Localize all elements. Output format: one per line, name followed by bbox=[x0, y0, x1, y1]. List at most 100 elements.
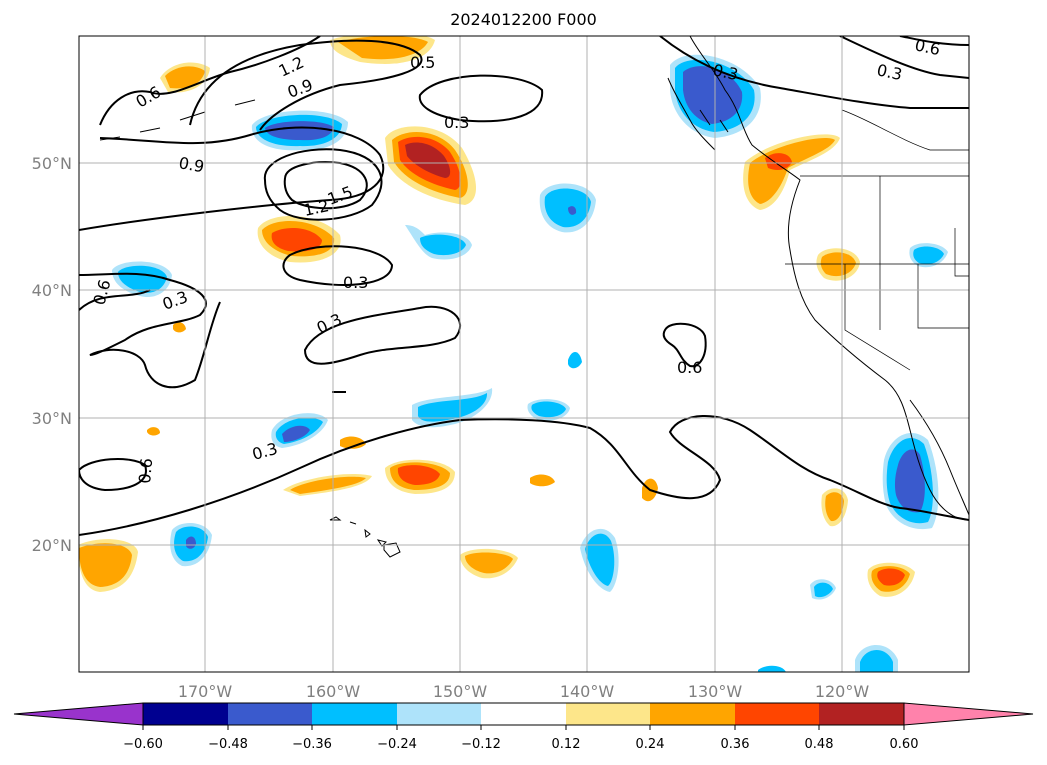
state-border bbox=[785, 176, 969, 371]
colorbar-label: −0.48 bbox=[208, 737, 248, 752]
negative-area bbox=[758, 665, 786, 672]
latitude-axis: 50°N 40°N 30°N 20°N bbox=[32, 154, 72, 555]
negative-area bbox=[814, 582, 833, 598]
contour-label: 0.6 bbox=[677, 358, 702, 377]
colorbar-bin bbox=[143, 703, 228, 725]
negative-area bbox=[585, 533, 615, 586]
contour-label: 0.3 bbox=[444, 113, 469, 132]
negative-area bbox=[186, 536, 196, 549]
positive-area bbox=[748, 137, 835, 204]
positive-area bbox=[79, 543, 132, 587]
alaska-panhandle-islands bbox=[667, 77, 729, 151]
negative-area bbox=[418, 393, 488, 422]
longitude-axis: 170°W 160°W 150°W 140°W 130°W 120°W bbox=[178, 682, 870, 701]
lon-label-140w: 140°W bbox=[560, 682, 615, 701]
contour-line bbox=[79, 415, 969, 536]
baja-peninsula bbox=[909, 399, 969, 516]
colorbar: −0.60 −0.48 −0.36 −0.24 −0.12 0.12 0.24 … bbox=[13, 702, 1034, 752]
contour-line bbox=[189, 39, 423, 131]
positive-area bbox=[877, 568, 905, 586]
colorbar-bin bbox=[481, 703, 566, 725]
positive-area bbox=[340, 436, 366, 449]
colorbar-bin bbox=[228, 703, 312, 725]
colorbar-bin bbox=[650, 703, 735, 725]
positive-area bbox=[165, 66, 205, 89]
positive-area bbox=[765, 153, 792, 170]
positive-area bbox=[338, 36, 428, 60]
positive-area bbox=[530, 474, 555, 487]
lon-label-160w: 160°W bbox=[306, 682, 361, 701]
colorbar-bin bbox=[819, 703, 904, 725]
colorbar-label: 0.24 bbox=[636, 737, 665, 752]
hawaii-islands bbox=[329, 516, 401, 558]
positive-area bbox=[397, 465, 440, 485]
colorbar-label: −0.60 bbox=[123, 737, 163, 752]
positive-area bbox=[173, 322, 186, 333]
positive-area bbox=[405, 142, 451, 178]
negative-area bbox=[531, 401, 566, 418]
positive-area bbox=[465, 552, 513, 574]
negative-area bbox=[544, 188, 591, 228]
negative-area bbox=[894, 449, 925, 513]
colorbar-label: −0.12 bbox=[461, 737, 501, 752]
contour-lines bbox=[79, 36, 969, 536]
contour-line bbox=[99, 36, 321, 126]
colorbar-label: −0.36 bbox=[292, 737, 332, 752]
colorbar-extend-low bbox=[13, 702, 144, 726]
contour-line bbox=[659, 36, 969, 109]
contour-line bbox=[79, 272, 221, 389]
positive-area bbox=[147, 427, 160, 436]
contour-line bbox=[282, 245, 394, 286]
contour-line bbox=[662, 322, 707, 368]
colorbar-ticks bbox=[142, 725, 905, 730]
lat-label-40n: 40°N bbox=[32, 281, 72, 300]
lon-label-120w: 120°W bbox=[815, 682, 870, 701]
negative-area bbox=[568, 206, 577, 215]
negative-area bbox=[568, 351, 582, 369]
colorbar-bin bbox=[312, 703, 397, 725]
lon-label-130w: 130°W bbox=[688, 682, 743, 701]
lat-label-20n: 20°N bbox=[32, 536, 72, 555]
colorbar-label: −0.24 bbox=[377, 737, 417, 752]
contour-line bbox=[263, 148, 383, 221]
contour-label: 1.2 bbox=[302, 196, 331, 220]
lon-label-170w: 170°W bbox=[178, 682, 233, 701]
contour-label: 0.3 bbox=[711, 60, 740, 84]
contour-line bbox=[79, 289, 151, 311]
lat-label-50n: 50°N bbox=[32, 154, 72, 173]
contour-label: 0.9 bbox=[177, 153, 205, 176]
lat-label-30n: 30°N bbox=[32, 409, 72, 428]
contour-line bbox=[79, 126, 385, 231]
negative-area bbox=[420, 234, 466, 256]
contour-label: 0.3 bbox=[343, 273, 368, 292]
negative-area bbox=[282, 425, 310, 442]
colorbar-label: 0.60 bbox=[890, 737, 919, 752]
contour-label: 0.6 bbox=[913, 35, 942, 59]
contour-line bbox=[418, 74, 544, 123]
lon-label-150w: 150°W bbox=[433, 682, 488, 701]
colorbar-label: 0.36 bbox=[721, 737, 750, 752]
contour-line bbox=[839, 36, 969, 79]
colorbar-label: 0.12 bbox=[552, 737, 581, 752]
colorbar-extend-high bbox=[903, 702, 1034, 726]
contour-line bbox=[899, 36, 969, 46]
negative-area bbox=[860, 650, 893, 672]
colorbar-frame bbox=[142, 702, 905, 726]
negative-area bbox=[683, 66, 743, 124]
colorbar-label: 0.48 bbox=[805, 737, 834, 752]
map-panel: 1.2 0.9 0.6 0.5 0.3 0.9 1.5 1.2 0.3 0.6 … bbox=[78, 35, 970, 673]
positive-area bbox=[290, 476, 366, 494]
negative-area bbox=[265, 121, 334, 141]
map-frame bbox=[78, 35, 970, 673]
colorbar-bin bbox=[397, 703, 481, 725]
negative-area bbox=[913, 246, 944, 265]
positive-area bbox=[825, 492, 844, 522]
colorbar-bin bbox=[735, 703, 819, 725]
alaska-canada-border bbox=[841, 36, 969, 151]
map-background bbox=[79, 36, 969, 672]
political-borders bbox=[785, 36, 969, 371]
map-title: 2024012200 F000 bbox=[450, 10, 597, 29]
contour-line bbox=[79, 458, 147, 492]
contour-label: 0.3 bbox=[875, 60, 904, 84]
